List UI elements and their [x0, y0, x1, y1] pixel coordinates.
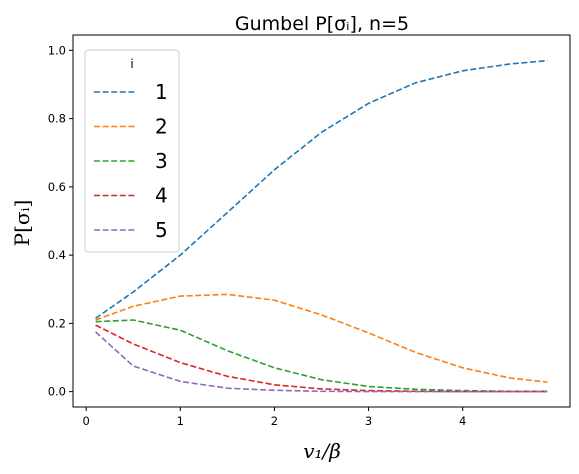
plot-frame: [72, 34, 571, 408]
legend: i 1 2 3 4 5: [84, 49, 180, 253]
y-tick-label: 0.0: [48, 385, 66, 399]
x-axis-title: v₁/β: [303, 439, 341, 463]
y-tick-label: 1.0: [48, 43, 66, 57]
legend-label-5: 5: [155, 218, 168, 242]
legend-title: i: [130, 57, 133, 71]
x-tick-label: 4: [459, 414, 466, 428]
legend-label-1: 1: [155, 80, 168, 104]
y-tick-label: 0.2: [48, 316, 66, 330]
y-tick-label: 0.6: [48, 180, 66, 194]
y-axis-title: P[σᵢ]: [10, 200, 34, 247]
plot-area: [95, 59, 548, 393]
x-tick-label: 3: [365, 414, 372, 428]
legend-box: [84, 49, 180, 253]
legend-label-3: 3: [155, 149, 168, 173]
y-tick-label: 0.4: [48, 248, 66, 262]
series-line-2: [95, 293, 548, 383]
series-line-5: [95, 331, 548, 393]
x-tick-label: 0: [83, 414, 90, 428]
x-axis: 0 1 2 3 4: [83, 407, 466, 428]
x-tick-label: 2: [271, 414, 278, 428]
y-tick-label: 0.8: [48, 112, 66, 126]
series-line-3: [95, 319, 548, 393]
legend-label-2: 2: [155, 115, 168, 139]
chart-title: Gumbel P[σᵢ], n=5: [235, 13, 409, 35]
legend-label-4: 4: [155, 184, 168, 208]
y-axis: 0.0 0.2 0.4 0.6 0.8 1.0: [48, 43, 73, 399]
x-tick-label: 1: [177, 414, 184, 428]
series-line-1: [95, 59, 548, 319]
series-line-4: [95, 324, 548, 393]
